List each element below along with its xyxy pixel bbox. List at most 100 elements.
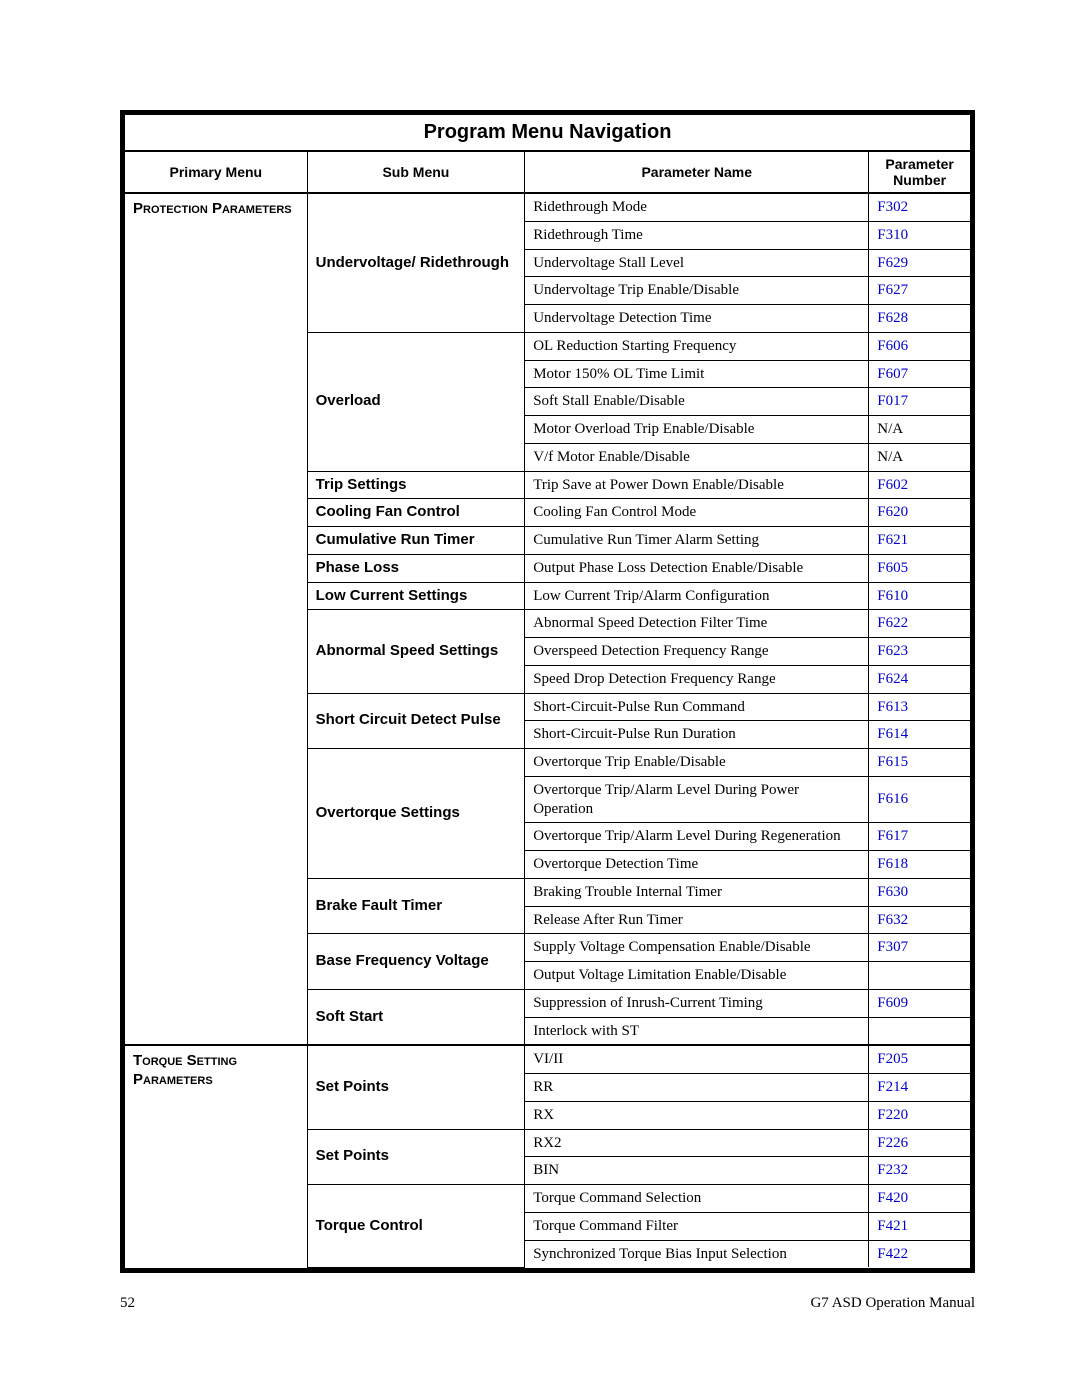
parameter-name-cell: Torque Command Selection [525, 1185, 869, 1213]
parameter-number-cell[interactable]: F420 [869, 1185, 970, 1213]
parameter-name-cell: Suppression of Inrush-Current Timing [525, 989, 869, 1017]
sub-menu-cell: Cumulative Run Timer [307, 527, 525, 555]
parameter-number-cell[interactable]: F214 [869, 1074, 970, 1102]
parameter-name-cell: Overtorque Trip/Alarm Level During Power… [525, 776, 869, 823]
parameter-name-cell: Abnormal Speed Detection Filter Time [525, 610, 869, 638]
parameter-name-cell: Cumulative Run Timer Alarm Setting [525, 527, 869, 555]
parameter-name-cell: Ridethrough Time [525, 221, 869, 249]
parameter-number-cell[interactable]: F621 [869, 527, 970, 555]
parameter-name-cell: Release After Run Timer [525, 906, 869, 934]
parameter-name-cell: RR [525, 1074, 869, 1102]
parameter-name-cell: Overtorque Trip Enable/Disable [525, 749, 869, 777]
sub-menu-cell: Phase Loss [307, 554, 525, 582]
page-footer: 52 G7 ASD Operation Manual [120, 1273, 975, 1312]
parameter-number-cell[interactable]: F220 [869, 1101, 970, 1129]
sub-menu-cell: Undervoltage/ Ridethrough [307, 193, 525, 332]
parameter-number-cell[interactable]: F620 [869, 499, 970, 527]
parameter-name-cell: Undervoltage Detection Time [525, 305, 869, 333]
parameter-name-cell: Output Voltage Limitation Enable/Disable [525, 962, 869, 990]
sub-menu-cell: Set Points [307, 1045, 525, 1129]
parameter-name-cell: Motor 150% OL Time Limit [525, 360, 869, 388]
parameter-name-cell: Supply Voltage Compensation Enable/Disab… [525, 934, 869, 962]
primary-menu-cell: Torque Setting Parameters [125, 1045, 307, 1267]
parameter-number-cell[interactable]: F205 [869, 1045, 970, 1073]
parameter-number-cell[interactable]: F602 [869, 471, 970, 499]
parameter-number-cell[interactable]: F307 [869, 934, 970, 962]
sub-menu-cell: Abnormal Speed Settings [307, 610, 525, 693]
parameter-number-cell[interactable]: F610 [869, 582, 970, 610]
parameter-name-cell: Output Phase Loss Detection Enable/Disab… [525, 554, 869, 582]
parameter-number-cell[interactable]: F622 [869, 610, 970, 638]
parameter-name-cell: BIN [525, 1157, 869, 1185]
parameter-name-cell: RX [525, 1101, 869, 1129]
parameter-name-cell: Speed Drop Detection Frequency Range [525, 665, 869, 693]
parameter-number-cell[interactable]: F607 [869, 360, 970, 388]
parameter-name-cell: Cooling Fan Control Mode [525, 499, 869, 527]
parameter-name-cell: Overtorque Trip/Alarm Level During Regen… [525, 823, 869, 851]
table-row: Torque Setting ParametersSet PointsVI/II… [125, 1045, 970, 1073]
sub-menu-cell: Overload [307, 332, 525, 471]
parameter-name-cell: Motor Overload Trip Enable/Disable [525, 416, 869, 444]
parameter-name-cell: VI/II [525, 1045, 869, 1073]
parameter-name-cell: Trip Save at Power Down Enable/Disable [525, 471, 869, 499]
sub-menu-cell: Base Frequency Voltage [307, 934, 525, 990]
col-parameter-number: Parameter Number [869, 152, 970, 193]
parameter-number-cell[interactable]: F422 [869, 1240, 970, 1267]
table-title: Program Menu Navigation [125, 115, 970, 152]
parameter-number-cell[interactable]: F627 [869, 277, 970, 305]
sub-menu-cell: Short Circuit Detect Pulse [307, 693, 525, 749]
parameter-name-cell: V/f Motor Enable/Disable [525, 443, 869, 471]
parameter-name-cell: Undervoltage Stall Level [525, 249, 869, 277]
parameter-number-cell[interactable]: F618 [869, 851, 970, 879]
parameter-name-cell: Overtorque Detection Time [525, 851, 869, 879]
col-primary-menu: Primary Menu [125, 152, 307, 193]
parameter-number-cell[interactable]: F302 [869, 193, 970, 221]
sub-menu-cell: Torque Control [307, 1185, 525, 1268]
parameter-number-cell[interactable]: F629 [869, 249, 970, 277]
parameter-name-cell: Soft Stall Enable/Disable [525, 388, 869, 416]
parameter-number-cell[interactable]: F310 [869, 221, 970, 249]
parameter-name-cell: Synchronized Torque Bias Input Selection [525, 1240, 869, 1267]
parameter-number-cell: N/A [869, 443, 970, 471]
sub-menu-cell: Low Current Settings [307, 582, 525, 610]
parameter-number-cell [869, 962, 970, 990]
parameter-name-cell: RX2 [525, 1129, 869, 1157]
sub-menu-cell: Set Points [307, 1129, 525, 1185]
parameter-number-cell [869, 1017, 970, 1045]
parameter-number-cell[interactable]: F617 [869, 823, 970, 851]
parameter-number-cell: N/A [869, 416, 970, 444]
parameter-name-cell: Braking Trouble Internal Timer [525, 878, 869, 906]
parameter-number-cell[interactable]: F615 [869, 749, 970, 777]
parameter-name-cell: Short-Circuit-Pulse Run Duration [525, 721, 869, 749]
sub-menu-cell: Soft Start [307, 989, 525, 1045]
table-row: Protection ParametersUndervoltage/ Ridet… [125, 193, 970, 221]
parameter-number-cell[interactable]: F609 [869, 989, 970, 1017]
sub-menu-cell: Cooling Fan Control [307, 499, 525, 527]
parameter-number-cell[interactable]: F632 [869, 906, 970, 934]
parameter-name-cell: Ridethrough Mode [525, 193, 869, 221]
menu-navigation-table: Program Menu Navigation Primary Menu Sub… [120, 110, 975, 1273]
parameter-number-cell[interactable]: F628 [869, 305, 970, 333]
parameter-name-cell: OL Reduction Starting Frequency [525, 332, 869, 360]
col-sub-menu: Sub Menu [307, 152, 525, 193]
parameter-name-cell: Torque Command Filter [525, 1212, 869, 1240]
parameter-number-cell[interactable]: F613 [869, 693, 970, 721]
parameter-number-cell[interactable]: F624 [869, 665, 970, 693]
sub-menu-cell: Brake Fault Timer [307, 878, 525, 934]
parameter-number-cell[interactable]: F017 [869, 388, 970, 416]
parameter-number-cell[interactable]: F606 [869, 332, 970, 360]
parameter-number-cell[interactable]: F232 [869, 1157, 970, 1185]
page-number: 52 [120, 1295, 135, 1312]
parameter-number-cell[interactable]: F623 [869, 638, 970, 666]
parameter-number-cell[interactable]: F421 [869, 1212, 970, 1240]
parameter-number-cell[interactable]: F614 [869, 721, 970, 749]
primary-menu-cell: Protection Parameters [125, 193, 307, 1045]
parameter-number-cell[interactable]: F605 [869, 554, 970, 582]
doc-title: G7 ASD Operation Manual [810, 1295, 975, 1312]
parameter-number-cell[interactable]: F616 [869, 776, 970, 823]
parameter-number-cell[interactable]: F630 [869, 878, 970, 906]
parameter-name-cell: Overspeed Detection Frequency Range [525, 638, 869, 666]
parameter-number-cell[interactable]: F226 [869, 1129, 970, 1157]
parameter-name-cell: Short-Circuit-Pulse Run Command [525, 693, 869, 721]
parameter-name-cell: Interlock with ST [525, 1017, 869, 1045]
